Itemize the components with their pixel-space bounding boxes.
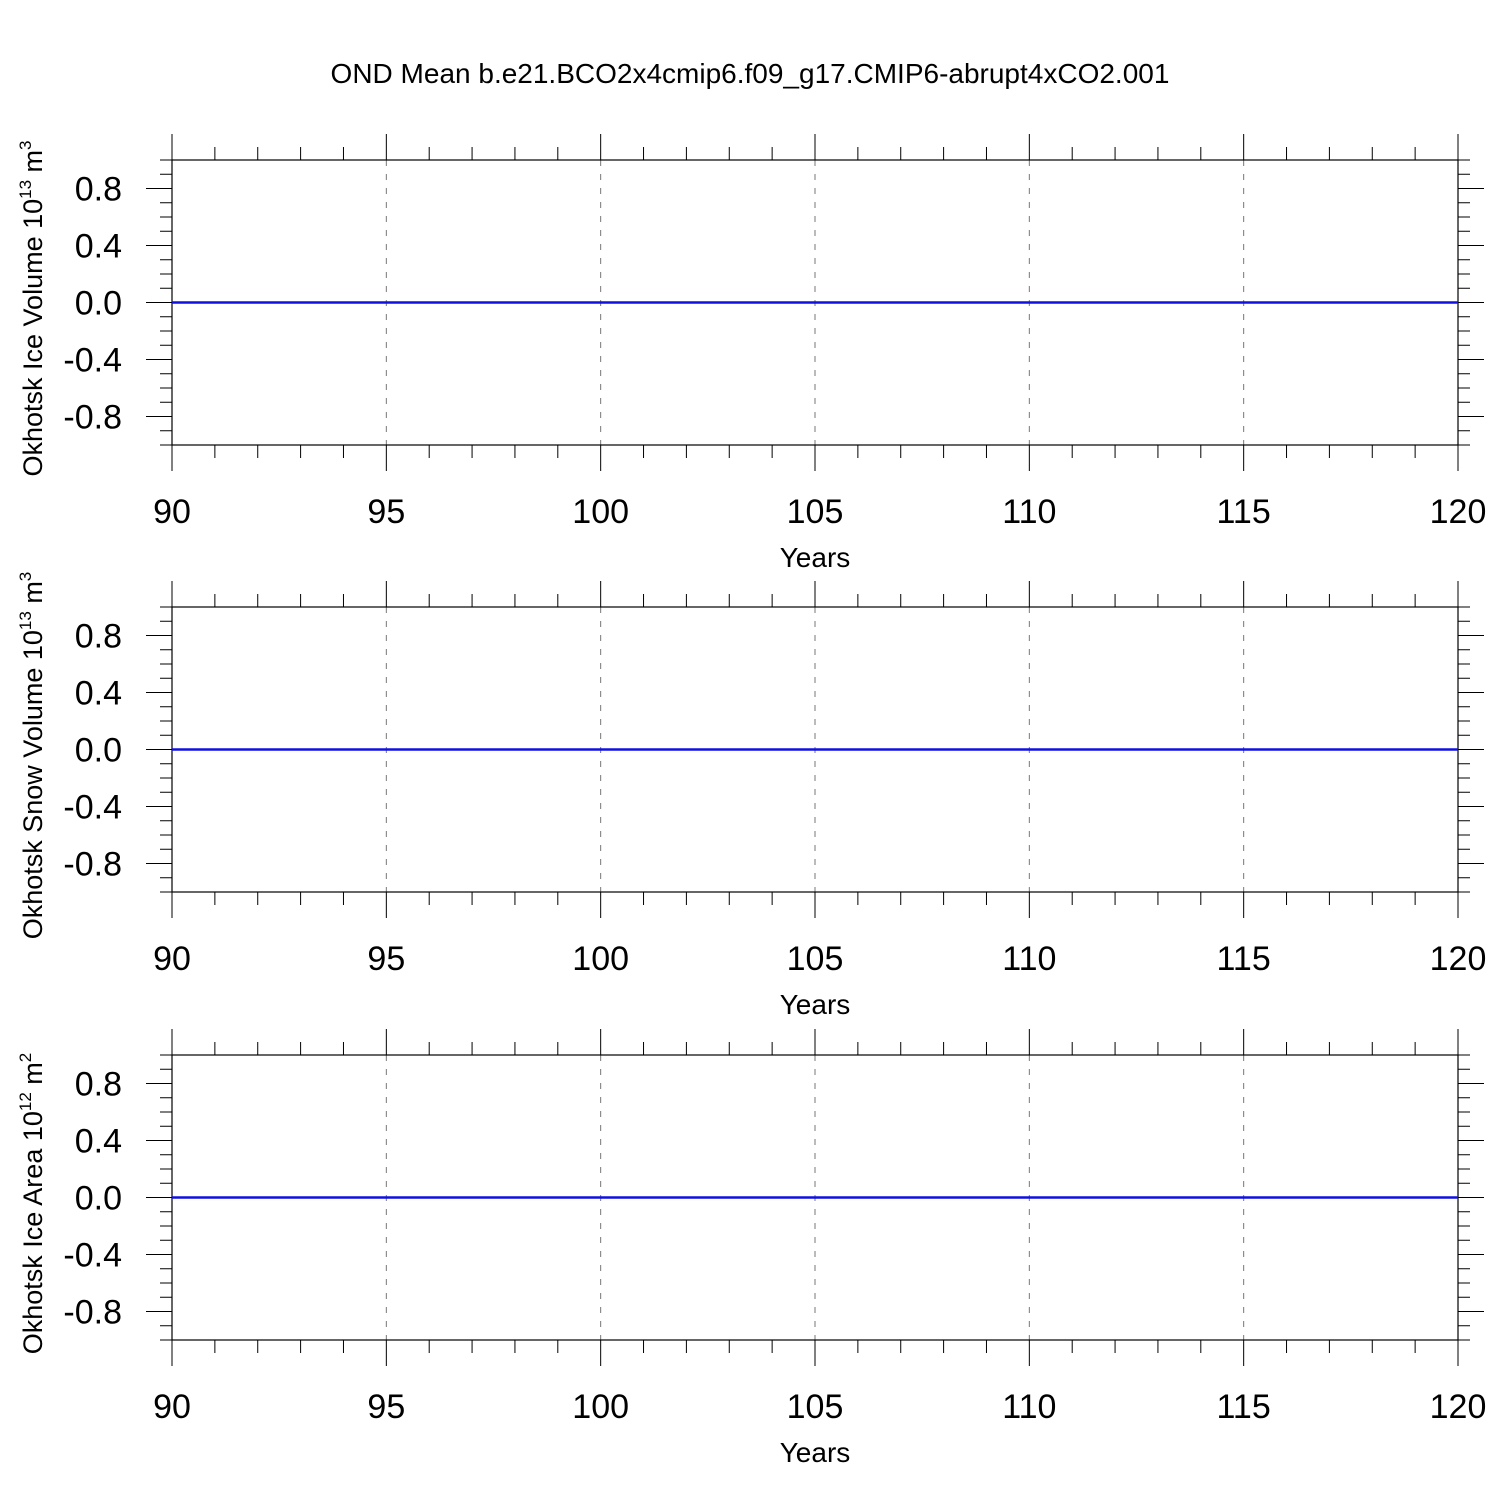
y-axis-label-part: Okhotsk Ice Area 10 — [18, 1111, 48, 1354]
x-tick-label: 95 — [367, 940, 405, 978]
y-tick-label: -0.8 — [63, 1294, 122, 1332]
y-tick-label: 0.8 — [75, 171, 122, 209]
x-tick-label: 100 — [572, 493, 629, 531]
x-axis-label: Years — [780, 542, 851, 573]
y-axis-label-part: m — [18, 1062, 48, 1092]
x-tick-label: 115 — [1217, 940, 1271, 978]
y-axis-label-superscript: 3 — [16, 572, 35, 581]
y-axis-label-superscript: 3 — [16, 140, 35, 149]
y-tick-label: -0.4 — [63, 342, 122, 380]
x-tick-label: 120 — [1430, 493, 1487, 531]
y-axis-label-part: Okhotsk Snow Volume 10 — [18, 630, 48, 939]
figure-title: OND Mean b.e21.BCO2x4cmip6.f09_g17.CMIP6… — [331, 58, 1170, 89]
y-tick-label: 0.0 — [75, 732, 122, 770]
x-tick-label: 105 — [787, 940, 844, 978]
panel-3: 90 95 100 105 110 115 120 -0.8 -0.4 0.0 0.4 0.8 Year… — [16, 1029, 1486, 1468]
x-tick-label: 105 — [787, 493, 844, 531]
x-tick-label: 95 — [367, 493, 405, 531]
y-axis-label-part: Okhotsk Ice Volume 10 — [18, 199, 48, 477]
y-axis-label-superscript: 12 — [16, 1092, 35, 1111]
x-tick-label: 115 — [1217, 493, 1271, 531]
x-tick-label: 100 — [572, 940, 629, 978]
y-tick-label: 0.4 — [75, 228, 122, 266]
y-axis-label-part: m — [18, 150, 48, 180]
x-tick-label: 95 — [367, 1388, 405, 1426]
y-tick-label: 0.0 — [75, 285, 122, 323]
y-tick-label: -0.4 — [63, 789, 122, 827]
x-axis-label: Years — [780, 1437, 851, 1468]
y-tick-label: 0.4 — [75, 1123, 122, 1161]
x-tick-label: 115 — [1217, 1388, 1271, 1426]
y-tick-label: 0.8 — [75, 618, 122, 656]
y-axis-label: Okhotsk Ice Volume 1013 m3 — [16, 140, 48, 476]
x-tick-label: 110 — [1002, 493, 1056, 531]
y-axis-label: Okhotsk Ice Area 1012 m2 — [16, 1053, 48, 1355]
x-tick-label: 90 — [153, 493, 191, 531]
y-axis-label-superscript: 13 — [16, 611, 35, 630]
y-tick-label: -0.8 — [63, 846, 122, 884]
x-tick-label: 105 — [787, 1388, 844, 1426]
panels-container: 90 95 100 105 110 115 120 -0.8 -0.4 0.0 0.4 0.8 Year… — [16, 134, 1486, 1468]
y-tick-label: -0.4 — [63, 1237, 122, 1275]
panel-2: 90 95 100 105 110 115 120 -0.8 -0.4 0.0 0.4 0.8 Year… — [16, 572, 1486, 1020]
x-tick-label: 90 — [153, 940, 191, 978]
y-axis-label: Okhotsk Snow Volume 1013 m3 — [16, 572, 48, 940]
x-tick-label: 110 — [1002, 940, 1056, 978]
x-tick-label: 100 — [572, 1388, 629, 1426]
x-tick-label: 120 — [1430, 1388, 1487, 1426]
x-tick-label: 120 — [1430, 940, 1487, 978]
y-tick-label: 0.4 — [75, 675, 122, 713]
x-tick-label: 90 — [153, 1388, 191, 1426]
x-axis-label: Years — [780, 989, 851, 1020]
y-tick-label: -0.8 — [63, 399, 122, 437]
panel-1: 90 95 100 105 110 115 120 -0.8 -0.4 0.0 0.4 0.8 Year… — [16, 134, 1486, 573]
y-axis-label-superscript: 13 — [16, 180, 35, 199]
y-axis-label-part: m — [18, 581, 48, 611]
y-axis-label-superscript: 2 — [16, 1053, 35, 1062]
x-tick-label: 110 — [1002, 1388, 1056, 1426]
y-tick-label: 0.8 — [75, 1066, 122, 1104]
y-tick-label: 0.0 — [75, 1180, 122, 1218]
